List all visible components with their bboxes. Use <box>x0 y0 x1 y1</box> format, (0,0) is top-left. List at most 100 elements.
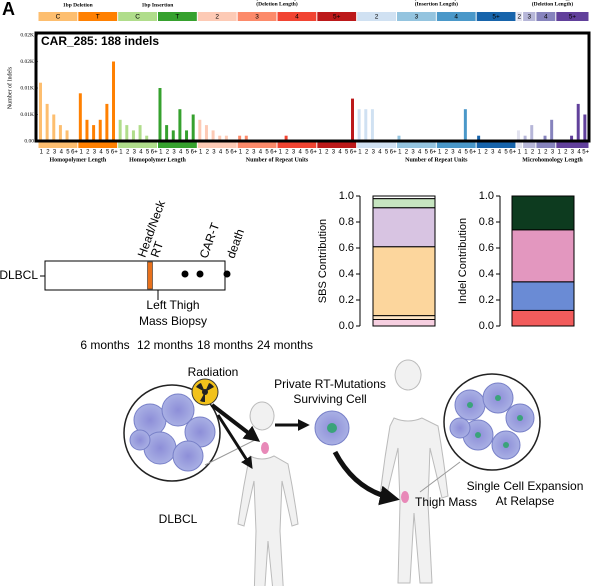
x-tick-label: 6+ <box>509 150 516 156</box>
label: Surviving Cell <box>293 392 366 406</box>
x-tick-label: 3 <box>172 150 176 156</box>
x-tick-label: 3 <box>292 150 296 156</box>
arrow <box>332 450 400 506</box>
group-label: (Deletion Length) <box>532 0 574 7</box>
x-tick-label: 1 <box>358 150 362 156</box>
x-tick-label: 2 <box>484 150 488 156</box>
bar <box>158 88 162 141</box>
bar <box>576 103 580 141</box>
y-axis-label: Indel Contribution <box>457 218 469 304</box>
bar <box>131 130 135 141</box>
x-tick-label: 2 <box>531 150 535 156</box>
x-tick-label: 4 <box>338 150 342 156</box>
x-tick-label: 5 <box>504 150 508 156</box>
bar <box>530 125 534 141</box>
bar <box>112 61 116 141</box>
bar <box>98 119 102 141</box>
x-tick-label: 3 <box>252 150 256 156</box>
bar-segment <box>372 319 436 327</box>
x-tick-label: 2 <box>564 150 568 156</box>
subgroup-strip <box>436 12 476 21</box>
diagram <box>123 359 541 586</box>
x-tick-label: 1 <box>279 150 283 156</box>
x-tick-label: 4 <box>577 150 581 156</box>
bar-segment <box>372 246 436 317</box>
subgroup-strip <box>476 142 516 148</box>
x-tick-label: 5 <box>106 150 110 156</box>
subgroup-strip <box>556 12 589 21</box>
bar <box>45 103 49 141</box>
x-tick-label: 12 months <box>137 338 193 352</box>
x-tick-label: 1 <box>557 150 561 156</box>
category-label: DLBCL <box>0 268 38 282</box>
x-tick-label: 5 <box>305 150 309 156</box>
x-tick-label: 5 <box>226 150 230 156</box>
bar <box>570 135 574 141</box>
y-tick-label: 0.0 <box>339 320 354 332</box>
annotation: CAR-T <box>197 220 223 260</box>
x-tick-label: 6+ <box>191 150 198 156</box>
label: Radiation <box>188 365 239 379</box>
subgroup-strip <box>317 142 357 148</box>
y-tick-label: 0.2 <box>479 294 494 306</box>
x-tick-label: 5 <box>146 150 150 156</box>
x-tick-label: 3 <box>551 150 555 156</box>
y-axis-label: Number of Indels <box>6 66 13 109</box>
x-tick-label: 4 <box>99 150 103 156</box>
y-tick-label: 0.4 <box>479 268 494 280</box>
bar <box>351 98 354 141</box>
x-tick-label: 1 <box>119 150 123 156</box>
chart-title: CAR_285: 188 indels <box>41 34 159 48</box>
subgroup-strip <box>237 142 277 148</box>
x-tick-label: 1 <box>438 150 442 156</box>
x-tick-label: 6+ <box>111 150 118 156</box>
x-tick-label: 5+ <box>582 150 589 156</box>
bar <box>224 135 228 141</box>
bar-segment <box>372 195 436 200</box>
subgroup-label: 3 <box>415 14 419 21</box>
bar <box>211 130 215 141</box>
subgroup-strip <box>118 142 157 148</box>
subgroup-strip <box>38 142 78 148</box>
bar <box>244 135 248 141</box>
event-dot <box>223 270 231 278</box>
bar <box>118 119 122 141</box>
x-tick-label: 3 <box>332 150 336 156</box>
group-label: 1bp Deletion <box>63 2 93 8</box>
x-tick-label: 3 <box>411 150 415 156</box>
x-tick-label: 2 <box>166 150 170 156</box>
bar <box>238 135 242 141</box>
x-tick-label: 6+ <box>350 150 357 156</box>
x-tick-label: 6+ <box>71 150 78 156</box>
label: Private RT-Mutations <box>274 377 386 391</box>
x-tick-label: 4 <box>259 150 263 156</box>
bar <box>58 125 62 141</box>
plot-frame <box>34 31 591 143</box>
bar <box>218 135 222 141</box>
subgroup-strip <box>157 142 197 148</box>
x-tick-label: 2 <box>206 150 210 156</box>
bar <box>550 119 554 141</box>
bar <box>145 135 149 141</box>
bar <box>52 114 56 141</box>
x-tick-label: 3 <box>571 150 575 156</box>
bar <box>364 109 368 141</box>
x-tick-label: 6+ <box>430 150 437 156</box>
bar-segment <box>511 281 575 311</box>
x-tick-label: 5 <box>385 150 389 156</box>
subgroup-strip <box>523 12 536 21</box>
bar <box>165 125 169 141</box>
subgroup-label: 4 <box>295 14 299 21</box>
label: Single Cell Expansion <box>467 479 584 493</box>
y-tick-label: 0.8 <box>339 216 354 228</box>
x-axis-label: Number of Repeat Units <box>246 157 309 163</box>
x-tick-label: 5 <box>465 150 469 156</box>
annotation: RT <box>148 239 167 259</box>
subgroup-strip <box>436 142 476 148</box>
subgroup-label: 3 <box>527 14 531 21</box>
x-tick-label: 4 <box>378 150 382 156</box>
y-tick-label: 0.6 <box>479 242 494 254</box>
subgroup-label: 5+ <box>569 14 577 21</box>
subgroup-strip <box>516 12 523 21</box>
